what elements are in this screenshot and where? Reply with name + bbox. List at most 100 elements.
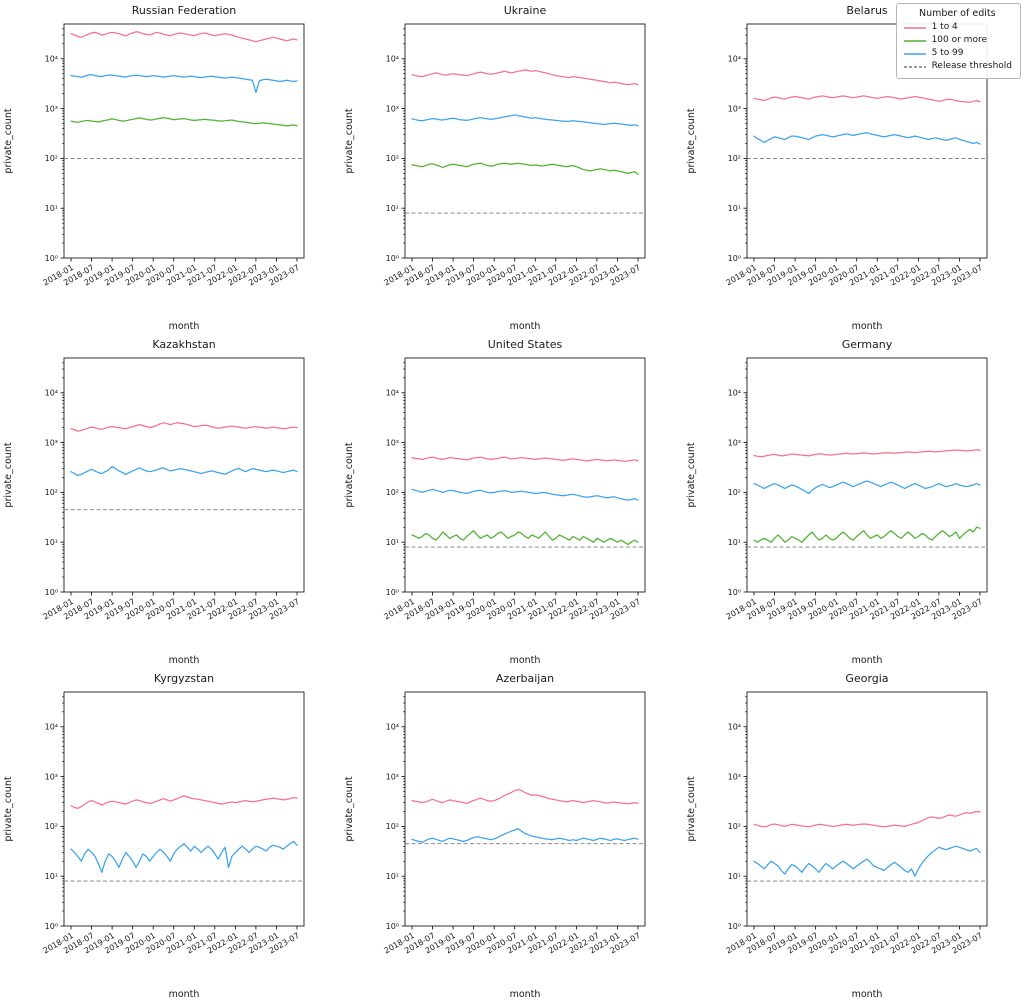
panel-title: Georgia [845,672,888,685]
y-tick-label: 10² [386,154,399,163]
legend-entry-label: 5 to 99 [931,48,964,58]
y-tick-label: 10³ [727,438,740,447]
series-line-5-to-99 [411,828,639,843]
y-tick-label: 10¹ [45,538,58,547]
y-tick-label: 10² [727,488,740,497]
y-axis-label: private_count [686,776,697,841]
y-tick-label: 10⁴ [45,723,58,732]
series-line-1-to-4 [70,31,298,43]
series-line-5-to-99 [753,845,981,877]
panel-title: Azerbaijan [496,672,554,685]
y-axis-label: private_count [3,442,14,507]
chart-panel-ukraine: Ukraine private_count month 10⁰ 10¹ 10² 10³ 10⁴… [341,0,682,334]
x-axis-label: month [851,989,882,1000]
legend-line-sample-icon [903,52,926,55]
panel-title: Russian Federation [132,4,236,17]
plot-border [746,23,988,259]
y-tick-label: 10² [727,154,740,163]
y-tick-label: 10¹ [386,538,399,547]
y-tick-label: 10³ [45,772,58,781]
x-axis-label: month [169,321,200,332]
chart-panel-united-states: United States private_count month 10⁰ 10¹ 10²… [341,334,682,668]
legend: Number of edits 1 to 4 100 or more 5 to 99… [895,3,1021,79]
y-tick-label: 10⁰ [386,254,399,263]
y-tick-label: 10⁰ [727,588,740,597]
series-line-5-to-99 [70,465,298,477]
series-line-100-or-more [70,116,298,127]
y-tick-label: 10⁴ [386,723,399,732]
series-line-5-to-99 [753,131,981,145]
y-tick-label: 10³ [45,438,58,447]
y-tick-label: 10⁴ [727,389,740,398]
legend-entry-label: 1 to 4 [931,22,958,32]
y-tick-label: 10³ [45,104,58,113]
series-line-5-to-99 [753,480,981,495]
plot-border [404,357,646,593]
legend-title: Number of edits [919,8,996,19]
series-line-1-to-4 [753,449,981,458]
y-tick-label: 10⁴ [45,389,58,398]
legend-entry-label: 100 or more [931,35,987,45]
series-line-1-to-4 [70,795,298,810]
series-line-100-or-more [753,526,981,543]
y-tick-label: 10⁰ [45,588,58,597]
plot-border [63,23,305,259]
series-line-5-to-99 [70,74,298,94]
y-axis-label: private_count [344,108,355,173]
plot-border [746,357,988,593]
y-tick-label: 10³ [386,104,399,113]
series-line-100-or-more [411,530,639,546]
y-axis-label: private_count [3,108,14,173]
y-tick-label: 10¹ [386,872,399,881]
y-tick-label: 10² [45,822,58,831]
y-tick-label: 10⁰ [45,254,58,263]
legend-entry: Release threshold [903,60,1012,73]
y-axis-label: private_count [686,108,697,173]
y-axis-label: private_count [344,442,355,507]
y-tick-label: 10² [45,154,58,163]
legend-entry: 1 to 4 [903,21,1012,34]
y-tick-label: 10⁰ [386,922,399,931]
x-axis-label: month [510,321,541,332]
series-line-1-to-4 [411,456,639,463]
y-tick-label: 10⁴ [386,389,399,398]
x-axis-label: month [169,655,200,666]
chart-panel-azerbaijan: Azerbaijan private_count month 10⁰ 10¹ 10² 10³… [341,668,682,1002]
x-axis-label: month [851,655,882,666]
y-tick-label: 10¹ [727,538,740,547]
series-line-1-to-4 [411,69,639,86]
y-tick-label: 10¹ [727,872,740,881]
series-line-1-to-4 [753,95,981,103]
y-tick-label: 10⁰ [727,922,740,931]
legend-entry: 5 to 99 [903,47,1012,60]
y-tick-label: 10⁴ [727,723,740,732]
series-line-1-to-4 [70,422,298,432]
series-line-5-to-99 [70,840,298,873]
y-axis-label: private_count [344,776,355,841]
series-line-1-to-4 [753,810,981,828]
y-tick-label: 10¹ [386,204,399,213]
x-axis-label: month [510,655,541,666]
panel-title: Belarus [846,4,888,17]
y-tick-label: 10³ [386,772,399,781]
y-tick-label: 10² [727,822,740,831]
y-tick-label: 10¹ [727,204,740,213]
y-tick-label: 10³ [727,104,740,113]
chart-panel-germany: Germany private_count month 10⁰ 10¹ 10² 10³ 10⁴… [683,334,1024,668]
y-tick-label: 10⁴ [386,55,399,64]
y-tick-label: 10² [45,488,58,497]
x-axis-label: month [510,989,541,1000]
series-line-100-or-more [411,162,639,175]
series-line-1-to-4 [411,788,639,805]
series-line-5-to-99 [411,488,639,501]
panel-title: United States [488,338,563,351]
y-tick-label: 10³ [727,772,740,781]
